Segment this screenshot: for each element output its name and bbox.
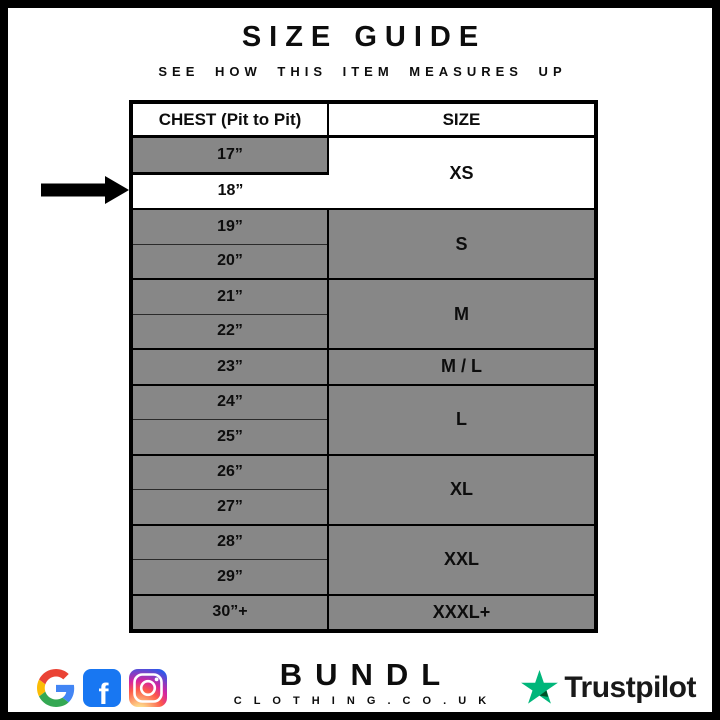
table-row: 20” xyxy=(131,244,596,280)
table-row: 21” M xyxy=(131,279,596,350)
table-row: 28” XXL xyxy=(131,524,596,596)
facebook-letter: f xyxy=(98,678,109,708)
chest-cell-29: 29” xyxy=(131,559,329,596)
chest-cell-19: 19” xyxy=(131,209,329,245)
table-row: 25” xyxy=(131,419,596,456)
chest-cell-24: 24” xyxy=(131,384,329,420)
size-cell-m: M xyxy=(328,279,596,350)
facebook-icon[interactable]: f xyxy=(83,669,121,707)
table-header-row: CHEST (Pit to Pit) SIZE xyxy=(131,102,596,138)
brand-domain: C L O T H I N G . C O . U K xyxy=(233,695,491,707)
size-cell-l: L xyxy=(328,384,596,456)
table-row: 24” L xyxy=(131,384,596,456)
size-column-header: SIZE xyxy=(328,102,596,138)
chest-cell-26: 26” xyxy=(131,454,329,490)
table-row: 22” xyxy=(131,314,596,350)
google-icon[interactable] xyxy=(37,669,75,707)
social-icons: f xyxy=(37,669,167,707)
trustpilot-label: Trustpilot xyxy=(564,670,696,704)
arrow-right-icon xyxy=(41,176,129,204)
table-row: 17” XS xyxy=(131,136,596,210)
chest-cell-28: 28” xyxy=(131,524,329,560)
page-subtitle: SEE HOW THIS ITEM MEASURES UP xyxy=(158,64,567,79)
chest-cell-30plus: 30”+ xyxy=(131,594,329,631)
instagram-camera-glyph xyxy=(133,673,163,703)
size-guide-table: CHEST (Pit to Pit) SIZE 17” XS 18” 19” S… xyxy=(129,100,598,633)
table-row: 27” xyxy=(131,489,596,526)
size-cell-xl: XL xyxy=(328,454,596,526)
size-cell-xxxl: XXXL+ xyxy=(328,594,596,631)
table-row: 23” M / L xyxy=(131,349,596,386)
trustpilot-logo[interactable]: Trustpilot xyxy=(521,670,696,705)
table-row: 19” S xyxy=(131,209,596,280)
chest-cell-17: 17” xyxy=(131,136,329,175)
chest-cell-21: 21” xyxy=(131,279,329,315)
instagram-icon[interactable] xyxy=(129,669,167,707)
size-cell-xs: XS xyxy=(328,136,596,210)
table-row-highlighted: 18” xyxy=(131,173,596,210)
chest-cell-20: 20” xyxy=(131,244,329,280)
table-row: 29” xyxy=(131,559,596,596)
table-row: 30”+ XXXL+ xyxy=(131,594,596,631)
chest-cell-27: 27” xyxy=(131,489,329,526)
chest-cell-18-highlighted: 18” xyxy=(131,173,328,210)
size-cell-xxl: XXL xyxy=(328,524,596,596)
chest-cell-23: 23” xyxy=(131,349,329,386)
table-row: 26” XL xyxy=(131,454,596,526)
trustpilot-star-icon xyxy=(521,670,559,704)
size-cell-m-l: M / L xyxy=(328,349,596,386)
page-title: SIZE GUIDE xyxy=(241,21,487,53)
brand-logo: BUNDL C L O T H I N G . C O . U K xyxy=(8,659,712,707)
chest-cell-25: 25” xyxy=(131,419,329,456)
chest-cell-22: 22” xyxy=(131,314,329,350)
size-cell-s: S xyxy=(328,209,596,280)
chest-column-header: CHEST (Pit to Pit) xyxy=(131,102,329,138)
brand-name: BUNDL xyxy=(279,657,454,692)
